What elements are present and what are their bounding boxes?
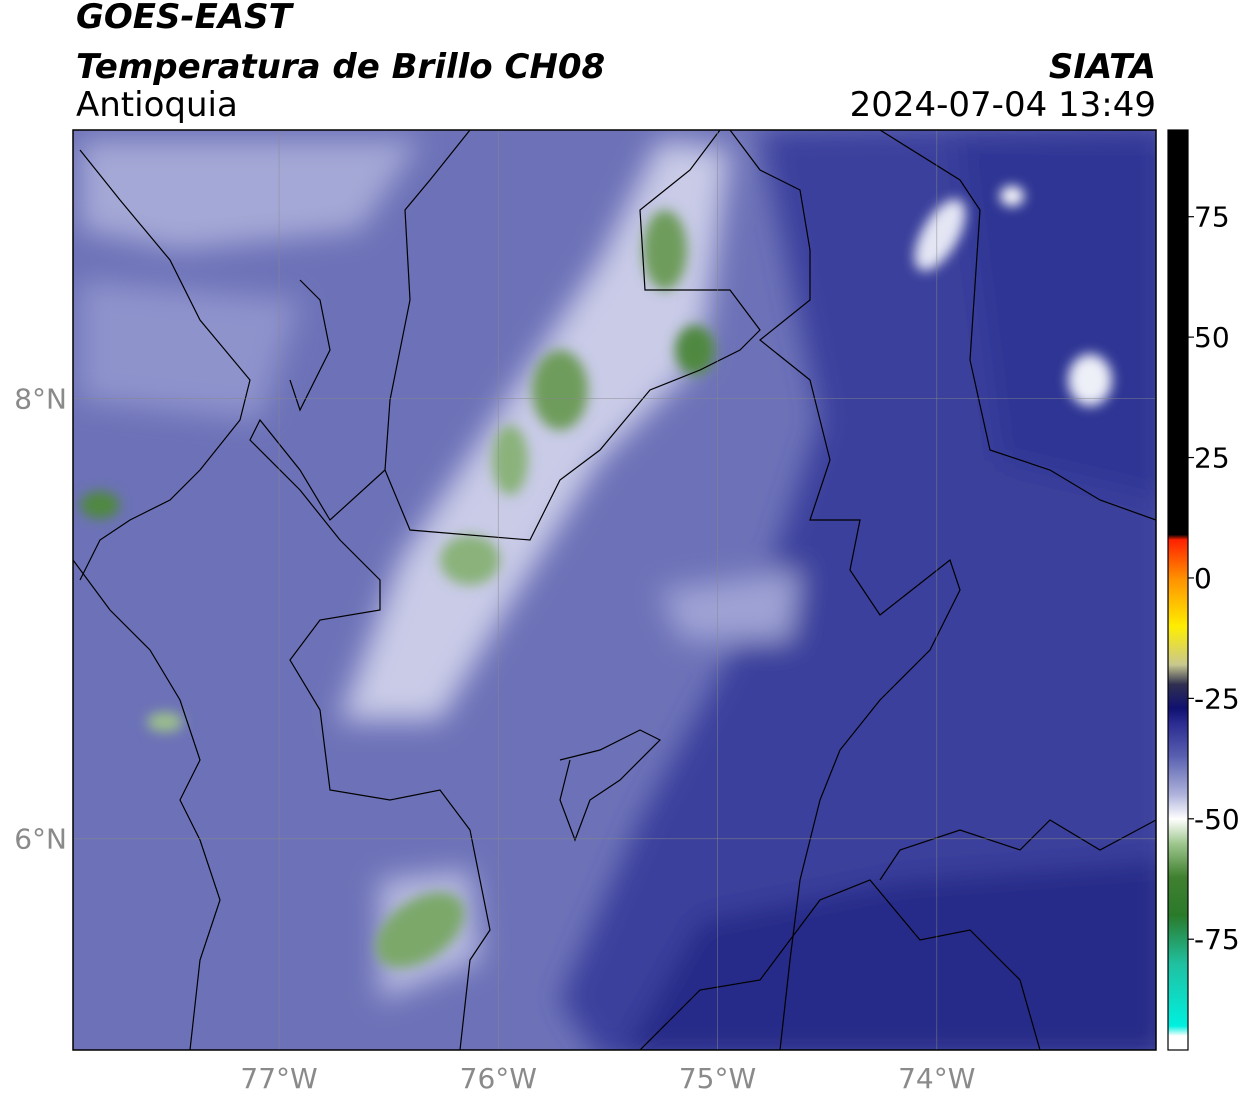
colorbar-segment: [1168, 1035, 1188, 1051]
border: [73, 559, 221, 1050]
colorbar-tick-label: 50: [1194, 321, 1230, 354]
colorbar-segment: [1168, 534, 1188, 540]
cloud-core: [643, 210, 687, 290]
colorbar-segment: [1168, 1025, 1188, 1037]
cold-band: [340, 140, 730, 720]
colorbar-segment: [1168, 963, 1188, 1027]
border: [639, 879, 1041, 1050]
lon-tick-label: 76°W: [460, 1062, 537, 1095]
lon-tick-label: 75°W: [679, 1062, 756, 1095]
warm-region: [960, 140, 1156, 497]
cloud-core: [1068, 354, 1112, 406]
colorbar-segment: [1168, 876, 1188, 916]
colorbar-tick-label: 25: [1194, 442, 1230, 475]
lat-tick-label: 8°N: [14, 383, 67, 416]
cloud-core: [675, 325, 715, 375]
cold-cores: [80, 186, 1112, 968]
lat-tick-label: 6°N: [14, 823, 67, 856]
borders: [73, 130, 1156, 1050]
cold-band: [80, 280, 300, 420]
cold-band: [660, 570, 800, 640]
colorbar-segment: [1168, 756, 1188, 796]
colorbar-tick-label: -50: [1194, 803, 1240, 836]
colorbar-tick-label: 0: [1194, 562, 1212, 595]
cloud-core: [914, 199, 966, 271]
cold-band: [80, 140, 420, 250]
timestamp: 2024-07-04 13:49: [850, 85, 1156, 125]
cloud-core: [1000, 186, 1024, 206]
border: [729, 130, 961, 881]
colorbar-segment: [1168, 794, 1188, 820]
colorbar-segment: [1168, 915, 1188, 964]
border: [249, 418, 491, 1050]
colorbar-segment: [1168, 664, 1188, 685]
source: SIATA: [1049, 47, 1156, 87]
colorbar-segment: [1168, 708, 1188, 723]
imagery: [73, 130, 1156, 1050]
colorbar-segment: [1168, 722, 1188, 757]
cloud-core: [147, 712, 183, 732]
cloud-core: [375, 892, 465, 968]
colorbar-segment: [1168, 842, 1188, 878]
colorbar-segment: [1168, 683, 1188, 709]
border: [779, 879, 801, 1050]
warm-region: [625, 861, 1156, 1050]
border: [384, 130, 761, 541]
colorbar-segment: [1168, 539, 1188, 579]
cloud-field: [80, 130, 1156, 1050]
colorbar-frame: [1167, 129, 1189, 1051]
cloud-core: [492, 425, 528, 495]
colorbar: [1168, 130, 1188, 1051]
colorbar-tick-label: 75: [1194, 201, 1230, 234]
colorbar-segment: [1168, 818, 1188, 844]
region: Antioquia: [76, 85, 238, 125]
colorbar-segment: [1168, 130, 1188, 536]
cloud-core: [80, 491, 120, 519]
cloud-core: [440, 535, 500, 585]
cloud-core: [532, 350, 588, 430]
lon-tick-label: 77°W: [240, 1062, 317, 1095]
colorbar-tick-label: -75: [1194, 923, 1240, 956]
lon-tick-label: 74°W: [898, 1062, 975, 1095]
border: [879, 819, 1156, 881]
border: [559, 729, 662, 842]
map-frame: [72, 129, 1157, 1051]
colorbar-segment: [1168, 577, 1188, 627]
colorbar-segment: [1168, 626, 1188, 666]
colorbar-tick-label: -25: [1194, 682, 1240, 715]
border: [879, 130, 1156, 521]
title: GOES-EAST: [76, 0, 295, 37]
graticule: [73, 130, 1156, 1050]
coastline: [79, 149, 251, 581]
coastline: [289, 279, 331, 412]
subtitle: Temperatura de Brillo CH08: [76, 47, 605, 87]
